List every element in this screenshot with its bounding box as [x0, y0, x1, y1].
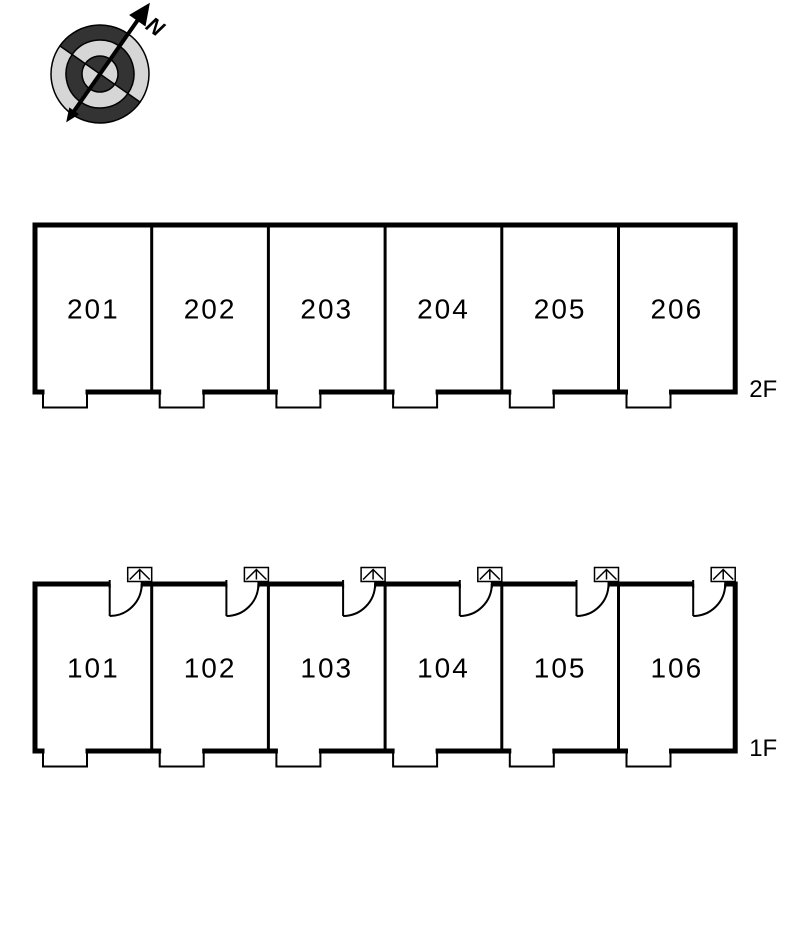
balcony-notch — [627, 753, 671, 767]
compass-rose: N — [26, 0, 190, 150]
building-floorplan: N2012022032042052062F1011021031041051061… — [0, 0, 800, 940]
unit-number-label: 204 — [417, 294, 470, 325]
unit-number-label: 203 — [300, 294, 353, 325]
vent-icon — [361, 568, 385, 582]
unit-number-label: 102 — [184, 653, 237, 684]
balcony-notch — [276, 753, 320, 767]
balcony-notch — [160, 394, 204, 408]
balcony-notch — [510, 394, 554, 408]
unit-number-label: 206 — [650, 294, 703, 325]
balcony-notch — [510, 753, 554, 767]
balcony-notch — [393, 753, 437, 767]
floor-label: 1F — [749, 735, 777, 762]
unit-number-label: 101 — [67, 653, 120, 684]
unit-number-label: 201 — [67, 294, 120, 325]
unit-number-label: 103 — [300, 653, 353, 684]
floor-2F: 201 202 203 204 205 206 2F — [35, 225, 777, 408]
unit-number-label: 202 — [184, 294, 237, 325]
vent-icon — [711, 568, 735, 582]
vent-icon — [595, 568, 619, 582]
unit-number-label: 105 — [534, 653, 587, 684]
balcony-notch — [627, 394, 671, 408]
balcony-notch — [43, 753, 87, 767]
balcony-notch — [160, 753, 204, 767]
unit-number-label: 205 — [534, 294, 587, 325]
unit-number-label: 104 — [417, 653, 470, 684]
vent-icon — [244, 568, 268, 582]
vent-icon — [478, 568, 502, 582]
floor-1F: 101 102 103 104 105 106 1F — [35, 568, 777, 767]
balcony-notch — [43, 394, 87, 408]
balcony-notch — [276, 394, 320, 408]
unit-number-label: 106 — [650, 653, 703, 684]
vent-icon — [128, 568, 152, 582]
floor-label: 2F — [749, 376, 777, 403]
balcony-notch — [393, 394, 437, 408]
